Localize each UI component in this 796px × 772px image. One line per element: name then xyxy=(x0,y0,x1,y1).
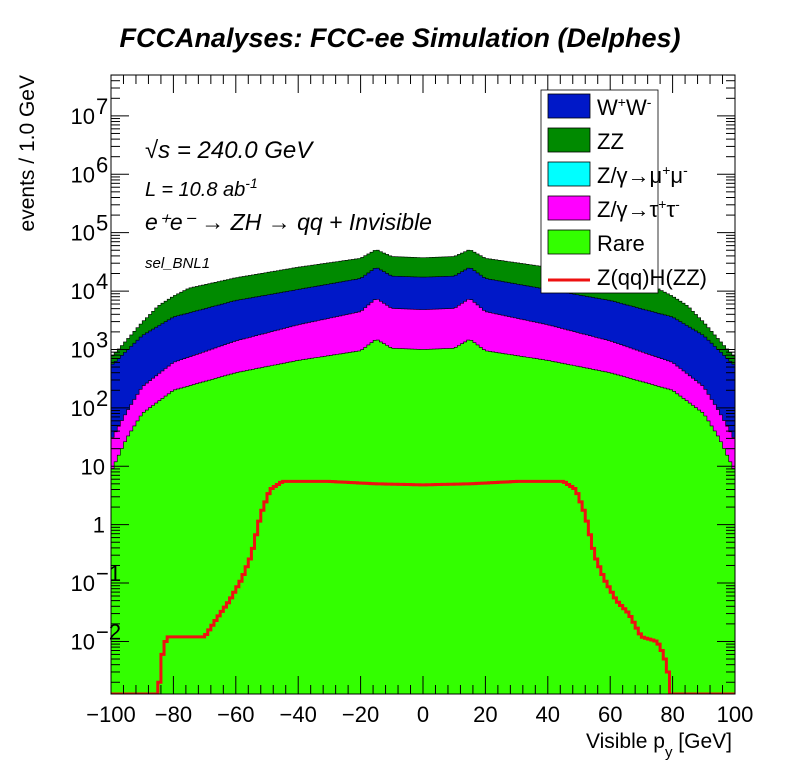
legend-swatch xyxy=(547,127,591,153)
x-tick-label: 40 xyxy=(536,702,560,727)
lumi-label: L = 10.8 ab-1 xyxy=(145,175,258,201)
y-tick-exponent: 3 xyxy=(96,327,108,352)
legend-frame xyxy=(540,89,659,294)
legend-label: W+W- xyxy=(597,94,652,120)
y-axis-title: events / 1.0 GeV xyxy=(16,75,39,231)
y-tick-label: 10 xyxy=(71,629,95,654)
y-tick-exponent: −1 xyxy=(96,561,121,586)
x-tick-label: 20 xyxy=(473,702,497,727)
y-tick-label: 10 xyxy=(71,162,95,187)
y-tick-label: 10 xyxy=(71,396,95,421)
annotations: √s = 240.0 GeV L = 10.8 ab-1 e⁺e⁻ → ZH →… xyxy=(145,137,432,272)
y-tick-exponent: 7 xyxy=(96,94,108,119)
histogram-area xyxy=(111,339,735,694)
y-tick-exponent: 6 xyxy=(96,152,108,177)
x-tick-label: −60 xyxy=(217,702,254,727)
legend-label: Z/γ→μ+μ- xyxy=(597,162,688,188)
y-tick-label: 10 xyxy=(71,221,95,246)
x-tick-label: 100 xyxy=(717,702,754,727)
legend-swatch xyxy=(547,229,591,255)
x-axis: −100 −80 −60 −40 −20 0 20 40 60 80 100 xyxy=(86,75,753,727)
legend-item: Rare xyxy=(547,229,645,256)
y-tick-label: 10 xyxy=(81,454,105,479)
legend-label: Rare xyxy=(597,231,645,256)
selection-label: sel_BNL1 xyxy=(145,255,210,272)
legend-label: Z(qq)H(ZZ) xyxy=(597,265,707,290)
legend-item: W+W- xyxy=(547,93,652,120)
energy-label: √s = 240.0 GeV xyxy=(145,137,314,164)
histogram-layer xyxy=(111,249,735,694)
legend-swatch xyxy=(547,195,591,221)
process-label: e⁺e⁻ → ZH → qq + Invisible xyxy=(145,209,432,235)
y-tick-label: 10 xyxy=(71,104,95,129)
x-tick-label: 80 xyxy=(660,702,684,727)
series-rare-fill xyxy=(111,339,735,694)
y-tick-exponent: 2 xyxy=(96,386,108,411)
plot-area: −100 −80 −60 −40 −20 0 20 40 60 80 100 10 −210 −1110… xyxy=(71,74,753,727)
legend-item: Z/γ→μ+μ- xyxy=(547,161,688,188)
y-tick-label: 1 xyxy=(93,513,105,538)
chart-title: FCCAnalyses: FCC-ee Simulation (Delphes) xyxy=(119,23,680,53)
x-tick-label: 0 xyxy=(417,702,429,727)
legend-label: ZZ xyxy=(597,129,624,154)
y-tick-exponent: −2 xyxy=(96,619,121,644)
x-tick-label: −20 xyxy=(342,702,379,727)
legend-swatch xyxy=(547,93,591,119)
y-tick-label: 10 xyxy=(71,571,95,596)
x-tick-label: −40 xyxy=(280,702,317,727)
legend: W+W- ZZ Z/γ→μ+μ- Z/γ→τ+τ- Rare Z(qq)H(ZZ) xyxy=(540,89,707,294)
y-tick-exponent: 5 xyxy=(96,211,108,236)
legend-item: ZZ xyxy=(547,127,624,154)
y-tick-label: 10 xyxy=(71,337,95,362)
x-axis-title: Visible py [GeV] xyxy=(586,730,732,761)
y-tick-exponent: 4 xyxy=(96,269,108,294)
x-tick-label: −100 xyxy=(86,702,136,727)
legend-swatch xyxy=(547,161,591,187)
legend-item: Z(qq)H(ZZ) xyxy=(548,265,707,290)
signal-line xyxy=(111,479,735,694)
legend-label: Z/γ→τ+τ- xyxy=(597,196,680,222)
x-tick-label: −80 xyxy=(155,702,192,727)
y-tick-label: 10 xyxy=(71,279,95,304)
x-tick-label: 60 xyxy=(598,702,622,727)
legend-item: Z/γ→τ+τ- xyxy=(547,195,680,222)
